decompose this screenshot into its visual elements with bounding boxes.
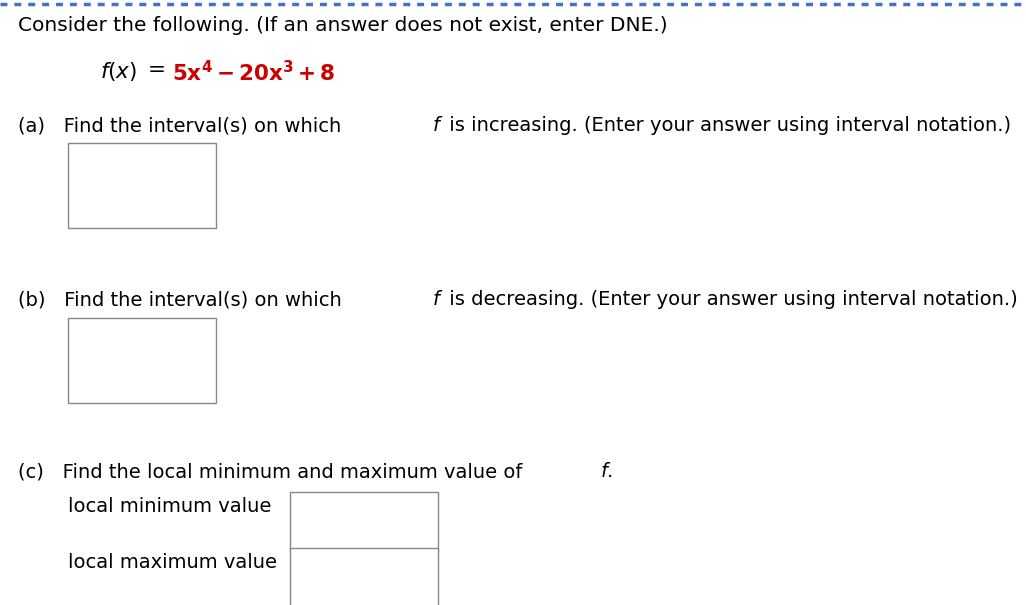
Text: =: =: [148, 60, 172, 80]
Text: local minimum value: local minimum value: [68, 497, 271, 516]
Text: $\mathit{f}$: $\mathit{f}$: [432, 290, 443, 309]
Bar: [290, 492, 438, 552]
Text: $\mathit{f}$$(x)$: $\mathit{f}$$(x)$: [100, 60, 137, 83]
Bar: [68, 318, 216, 403]
Text: $\mathbf{5x^4 - 20x^3 + 8}$: $\mathbf{5x^4 - 20x^3 + 8}$: [172, 60, 336, 85]
Bar: [68, 143, 216, 228]
Text: (c)   Find the local minimum and maximum value of: (c) Find the local minimum and maximum v…: [18, 462, 528, 481]
Text: (b)   Find the interval(s) on which: (b) Find the interval(s) on which: [18, 290, 348, 309]
Text: Consider the following. (If an answer does not exist, enter DNE.): Consider the following. (If an answer do…: [18, 16, 668, 35]
Bar: [290, 548, 438, 605]
Text: local maximum value: local maximum value: [68, 553, 277, 572]
Text: is increasing. (Enter your answer using interval notation.): is increasing. (Enter your answer using …: [443, 116, 1012, 135]
Text: (a)   Find the interval(s) on which: (a) Find the interval(s) on which: [18, 116, 348, 135]
Text: $\mathit{f}$.: $\mathit{f}$.: [600, 462, 613, 481]
Text: $\mathit{f}$: $\mathit{f}$: [432, 116, 443, 135]
Text: is decreasing. (Enter your answer using interval notation.): is decreasing. (Enter your answer using …: [443, 290, 1018, 309]
